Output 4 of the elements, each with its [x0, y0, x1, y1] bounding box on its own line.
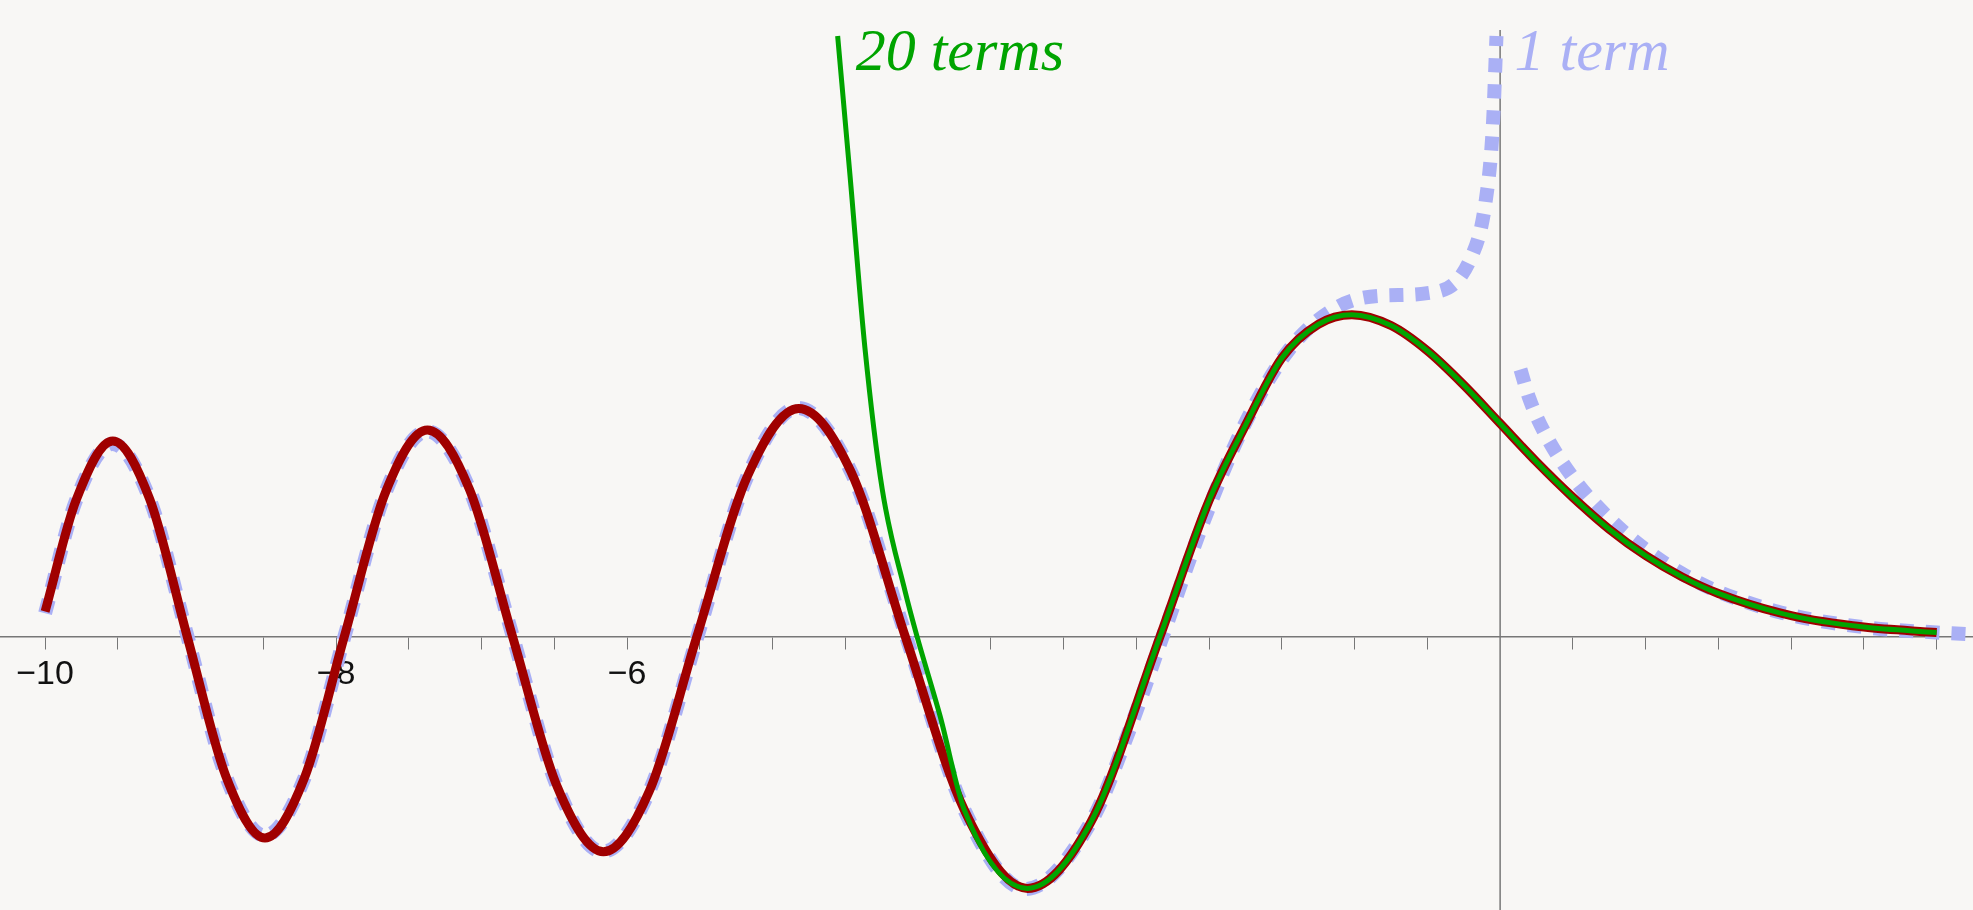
x-tick-label: −10 — [16, 653, 74, 692]
series-label: 20 terms — [855, 16, 1064, 83]
x-tick-label: −6 — [607, 653, 647, 692]
series-label: 1 term — [1514, 16, 1670, 83]
